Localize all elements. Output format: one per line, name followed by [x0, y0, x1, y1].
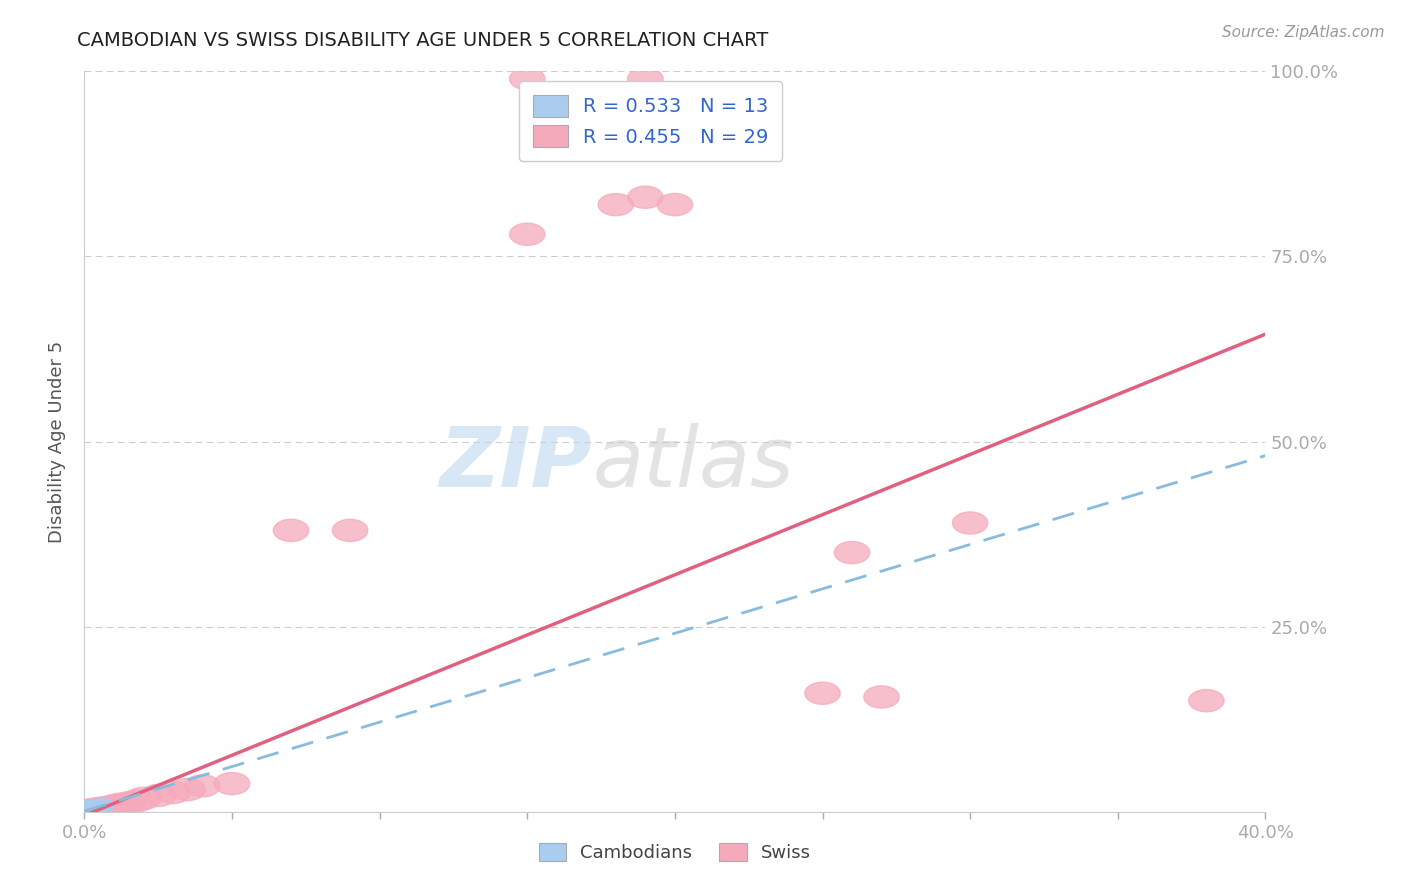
- Ellipse shape: [73, 799, 108, 822]
- Text: atlas: atlas: [592, 423, 794, 504]
- Ellipse shape: [834, 541, 870, 564]
- Ellipse shape: [509, 68, 546, 90]
- Ellipse shape: [90, 797, 125, 818]
- Ellipse shape: [125, 788, 162, 810]
- Ellipse shape: [111, 792, 146, 814]
- Ellipse shape: [1188, 690, 1225, 712]
- Ellipse shape: [952, 512, 988, 534]
- Ellipse shape: [332, 519, 368, 541]
- Ellipse shape: [96, 795, 132, 817]
- Y-axis label: Disability Age Under 5: Disability Age Under 5: [48, 341, 66, 542]
- Ellipse shape: [155, 781, 191, 804]
- Ellipse shape: [76, 801, 98, 815]
- Ellipse shape: [598, 194, 634, 216]
- Ellipse shape: [82, 801, 105, 815]
- Ellipse shape: [76, 801, 98, 816]
- Ellipse shape: [87, 800, 111, 814]
- Text: ZIP: ZIP: [440, 423, 592, 504]
- Ellipse shape: [82, 797, 117, 820]
- Ellipse shape: [84, 797, 120, 819]
- Ellipse shape: [863, 686, 900, 708]
- Ellipse shape: [103, 793, 138, 815]
- Ellipse shape: [79, 803, 103, 818]
- Text: CAMBODIAN VS SWISS DISABILITY AGE UNDER 5 CORRELATION CHART: CAMBODIAN VS SWISS DISABILITY AGE UNDER …: [77, 31, 769, 50]
- Ellipse shape: [79, 800, 103, 814]
- Ellipse shape: [82, 802, 105, 817]
- Legend: Cambodians, Swiss: Cambodians, Swiss: [531, 836, 818, 870]
- Ellipse shape: [273, 519, 309, 541]
- Ellipse shape: [120, 789, 155, 812]
- Ellipse shape: [76, 802, 98, 817]
- Ellipse shape: [84, 801, 108, 815]
- Ellipse shape: [509, 223, 546, 245]
- Ellipse shape: [214, 772, 250, 795]
- Ellipse shape: [76, 798, 111, 821]
- Ellipse shape: [90, 798, 114, 814]
- Ellipse shape: [79, 801, 103, 816]
- Ellipse shape: [170, 779, 205, 801]
- Text: Source: ZipAtlas.com: Source: ZipAtlas.com: [1222, 25, 1385, 40]
- Ellipse shape: [627, 68, 664, 90]
- Ellipse shape: [627, 186, 664, 209]
- Ellipse shape: [184, 774, 221, 797]
- Ellipse shape: [76, 804, 98, 818]
- Ellipse shape: [76, 803, 98, 818]
- Ellipse shape: [141, 784, 176, 806]
- Ellipse shape: [70, 800, 105, 822]
- Ellipse shape: [804, 682, 841, 705]
- Ellipse shape: [657, 194, 693, 216]
